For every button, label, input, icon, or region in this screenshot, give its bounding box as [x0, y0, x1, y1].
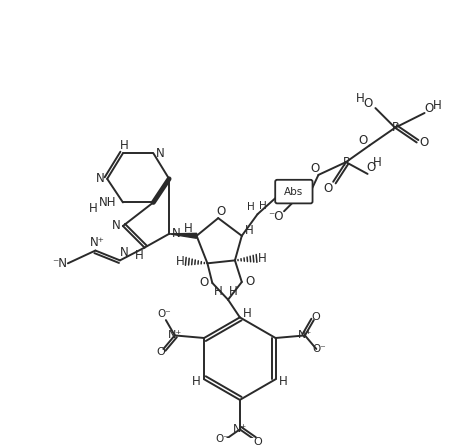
Text: H: H — [184, 223, 193, 235]
Text: H: H — [373, 156, 382, 169]
Text: H: H — [259, 201, 266, 211]
Text: N: N — [119, 246, 128, 259]
Text: H: H — [192, 375, 201, 388]
Text: NH: NH — [99, 196, 116, 209]
Text: N: N — [96, 172, 105, 186]
Text: O: O — [156, 347, 165, 357]
Text: H: H — [229, 285, 237, 298]
Text: H: H — [119, 139, 128, 152]
Text: ⁻O: ⁻O — [268, 210, 284, 223]
Text: N: N — [171, 227, 180, 240]
Text: O: O — [358, 134, 367, 147]
FancyBboxPatch shape — [275, 180, 313, 203]
Text: N⁺: N⁺ — [168, 330, 182, 340]
Text: O: O — [200, 277, 209, 289]
Text: O: O — [363, 97, 372, 110]
Text: N⁺: N⁺ — [90, 236, 105, 249]
Text: O: O — [253, 437, 262, 446]
Text: H: H — [258, 252, 267, 265]
Text: Abs: Abs — [284, 186, 303, 197]
Text: H: H — [176, 255, 184, 268]
Text: P: P — [391, 121, 399, 134]
Text: N⁺: N⁺ — [233, 425, 247, 434]
Text: H: H — [245, 224, 254, 237]
Text: O: O — [324, 182, 333, 195]
Text: O: O — [419, 136, 428, 149]
Text: O⁻: O⁻ — [312, 344, 326, 354]
Text: H: H — [356, 92, 365, 105]
Text: N: N — [156, 147, 165, 160]
Text: O: O — [366, 161, 375, 173]
Text: O: O — [311, 312, 320, 322]
Text: O: O — [217, 205, 226, 218]
Text: N⁺: N⁺ — [298, 330, 312, 340]
Text: H: H — [243, 307, 252, 320]
Text: H: H — [247, 202, 254, 212]
Text: H: H — [214, 285, 223, 298]
Text: P: P — [343, 156, 349, 169]
Text: H: H — [135, 249, 144, 262]
Text: H: H — [433, 99, 442, 112]
Text: O: O — [245, 276, 254, 289]
Text: N: N — [112, 219, 120, 232]
Text: O⁻: O⁻ — [157, 309, 171, 319]
Polygon shape — [169, 233, 197, 238]
Text: O⁻: O⁻ — [215, 434, 229, 444]
Text: H: H — [89, 202, 98, 215]
Text: ⁻N: ⁻N — [53, 257, 67, 270]
Text: O: O — [276, 183, 285, 196]
Text: H: H — [279, 375, 288, 388]
Text: O: O — [425, 102, 434, 115]
Text: O: O — [311, 161, 320, 174]
